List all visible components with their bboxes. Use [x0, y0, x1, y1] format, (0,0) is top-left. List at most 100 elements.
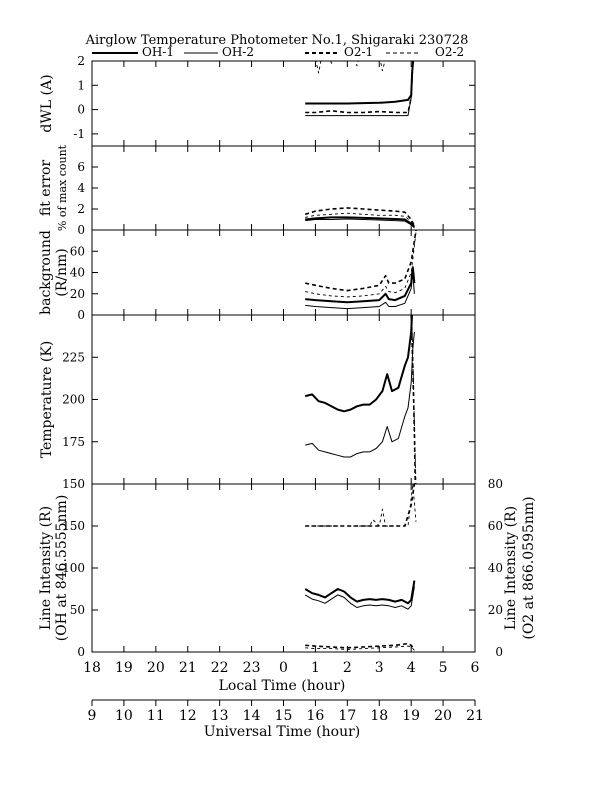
series-line-intensity-5 [305, 645, 415, 651]
panel-frame-line-intensity [91, 483, 476, 653]
legend-label-o2-1: O2-1 [344, 45, 373, 59]
ytick-label-background-2: 20 [70, 287, 85, 301]
ytick-label-background-3: 0 [77, 308, 85, 322]
ylabel-temperature-0: Temperature (K) [39, 341, 55, 459]
ytick-label-background-0: 60 [70, 244, 85, 258]
y2label-line-intensity-1: (O2 at 866.0595nm) [521, 496, 537, 639]
ut-tick-label: 14 [243, 708, 261, 724]
ytick-label-dwl-1: 1 [77, 78, 85, 92]
local-tick-label: 5 [439, 660, 448, 676]
series-line-intensity-3 [305, 484, 417, 527]
ytick-label-line-intensity-2: 50 [70, 603, 85, 617]
panel-dwl: 2 1 0 -1 dWL (A) [39, 54, 476, 147]
local-tick-label: 3 [375, 660, 384, 676]
local-tick-label: 2 [343, 660, 352, 676]
universal-time-label: Universal Time (hour) [204, 724, 361, 740]
chart-title: Airglow Temperature Photometer No.1, Shi… [85, 33, 469, 48]
ylabel-dwl-0: dWL (A) [39, 74, 55, 132]
panel-frame-fit-error [91, 145, 476, 231]
legend-label-oh-1: OH-1 [142, 45, 174, 59]
ut-tick-label: 18 [370, 708, 388, 724]
local-tick-label: 23 [243, 660, 261, 676]
ut-tick-label: 13 [211, 708, 229, 724]
ytick-label-dwl-3: -1 [73, 127, 85, 141]
series-dwl-0 [305, 61, 415, 105]
panel-background: 60 40 20 0 background (R/nm) [38, 229, 476, 322]
ytick-label-temperature-3: 150 [62, 477, 85, 491]
ylabel-line-intensity-0: Line Intensity (R) [38, 506, 54, 630]
y2tick-label-line-intensity-4: 0 [495, 645, 503, 659]
panel-temperature: 225 200 175 150 Temperature (K) [39, 314, 476, 491]
ytick-label-dwl-0: 2 [77, 54, 85, 68]
local-tick-label: 1 [311, 660, 320, 676]
ytick-label-temperature-0: 225 [62, 350, 85, 364]
ut-tick-label: 16 [307, 708, 325, 724]
y2tick-label-line-intensity-1: 60 [488, 519, 503, 533]
local-time-label: Local Time (hour) [219, 678, 346, 694]
ut-tick-label: 19 [402, 708, 420, 724]
series-fit-error-3 [305, 212, 415, 228]
ut-tick-label: 12 [179, 708, 197, 724]
legend-label-o2-2: O2-2 [435, 45, 464, 59]
ytick-label-temperature-1: 200 [62, 393, 85, 407]
ylabel-line-intensity-1: (OH at 846.5555nm) [54, 495, 70, 642]
ytick-label-fit-error-2: 2 [77, 202, 85, 216]
series-temperature-1 [305, 331, 415, 458]
ylabel-fit-error-1: % of max count [56, 144, 69, 231]
series-fit-error-1 [305, 218, 415, 229]
universal-time-axis: 9 10 11 12 13 14 15 16 17 18 19 20 21 Universal Time… [88, 699, 484, 740]
series-group-dwl [305, 61, 415, 117]
y2label-line-intensity-0: Line Intensity (R) [503, 506, 519, 630]
series-group-fit-error [304, 207, 416, 229]
ylabel-background-1: (R/nm) [54, 248, 70, 296]
ut-tick-label: 9 [88, 708, 97, 724]
y2tick-label-line-intensity-0: 80 [488, 477, 503, 491]
series-background-0 [305, 266, 416, 304]
ut-tick-label: 20 [434, 708, 452, 724]
local-tick-label: 0 [279, 660, 288, 676]
ylabel-background-0: background [38, 230, 54, 315]
series-line-intensity-0 [304, 580, 416, 605]
ut-tick-label: 17 [338, 708, 356, 724]
ut-tick-label: 11 [147, 708, 165, 724]
series-group-temperature [304, 315, 417, 484]
ut-tick-label: 21 [466, 708, 484, 724]
series-group-line-intensity [304, 484, 417, 651]
ytick-label-line-intensity-1: 100 [62, 561, 85, 575]
series-line-intensity-4 [305, 642, 416, 650]
ylabel-fit-error-0: fit error [38, 160, 54, 217]
legend: OH-1 OH-2 O2-1 O2-2 [92, 45, 464, 59]
local-tick-label: 18 [83, 660, 101, 676]
series-line-intensity-1 [304, 586, 415, 610]
y2tick-label-line-intensity-3: 20 [488, 603, 503, 617]
series-background-2 [305, 230, 417, 292]
panel-fit-error: 6 4 2 0 fit error% of max count [38, 144, 476, 237]
local-tick-label: 6 [471, 660, 480, 676]
series-fit-error-0 [305, 216, 416, 228]
ytick-label-fit-error-0: 6 [77, 160, 85, 174]
series-temperature-3 [411, 315, 417, 484]
ytick-label-temperature-2: 175 [62, 435, 85, 449]
series-fit-error-2 [304, 207, 416, 227]
series-background-1 [305, 272, 415, 310]
panel-frame-dwl [91, 60, 476, 147]
y2tick-label-line-intensity-2: 40 [488, 561, 503, 575]
ytick-label-background-1: 40 [70, 266, 85, 280]
local-tick-label: 4 [407, 660, 416, 676]
series-temperature-0 [304, 315, 415, 413]
local-tick-label: 22 [211, 660, 229, 676]
legend-label-oh-2: OH-2 [222, 45, 254, 59]
universal-time-tick-labels: 9 10 11 12 13 14 15 16 17 18 19 20 21 [88, 700, 484, 724]
local-time-axis: 18 19 20 21 22 23 0 1 2 3 4 5 6 Local Time (hour) [83, 660, 479, 694]
local-time-tick-labels: 18 19 20 21 22 23 0 1 2 3 4 5 6 [83, 660, 479, 676]
ytick-label-line-intensity-0: 150 [62, 519, 85, 533]
series-group-background [305, 230, 417, 310]
series-dwl-1 [305, 61, 414, 117]
ut-tick-label: 15 [275, 708, 293, 724]
series-dwl-2 [305, 61, 414, 114]
ytick-label-fit-error-1: 4 [77, 181, 85, 195]
ytick-label-line-intensity-3: 0 [77, 645, 85, 659]
